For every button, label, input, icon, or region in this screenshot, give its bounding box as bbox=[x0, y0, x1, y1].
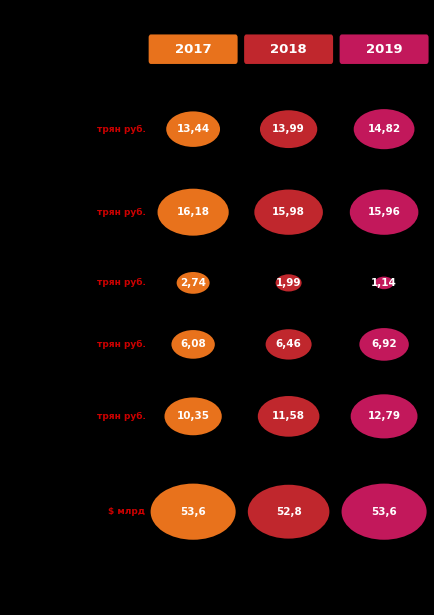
Ellipse shape bbox=[258, 396, 319, 437]
Text: трян руб.: трян руб. bbox=[96, 208, 145, 216]
Ellipse shape bbox=[351, 394, 418, 438]
Ellipse shape bbox=[248, 485, 329, 539]
Text: 12,79: 12,79 bbox=[368, 411, 401, 421]
Ellipse shape bbox=[354, 109, 414, 149]
Text: 14,82: 14,82 bbox=[368, 124, 401, 134]
FancyBboxPatch shape bbox=[148, 34, 238, 64]
Text: трян руб.: трян руб. bbox=[96, 340, 145, 349]
Ellipse shape bbox=[260, 110, 317, 148]
Text: $ млрд: $ млрд bbox=[108, 507, 145, 516]
Text: 2017: 2017 bbox=[175, 42, 211, 56]
Text: 2,74: 2,74 bbox=[180, 278, 206, 288]
Ellipse shape bbox=[171, 330, 215, 359]
Text: 15,98: 15,98 bbox=[272, 207, 305, 217]
Text: 1,99: 1,99 bbox=[276, 278, 301, 288]
Ellipse shape bbox=[158, 189, 229, 236]
Ellipse shape bbox=[359, 328, 409, 361]
Ellipse shape bbox=[342, 483, 427, 540]
Text: 15,96: 15,96 bbox=[368, 207, 401, 217]
Text: 6,92: 6,92 bbox=[371, 339, 397, 349]
Text: трян руб.: трян руб. bbox=[96, 125, 145, 133]
Ellipse shape bbox=[276, 274, 302, 292]
Text: 16,18: 16,18 bbox=[177, 207, 210, 217]
Ellipse shape bbox=[177, 272, 210, 294]
Text: 13,44: 13,44 bbox=[177, 124, 210, 134]
Ellipse shape bbox=[266, 329, 312, 360]
FancyBboxPatch shape bbox=[339, 34, 429, 64]
FancyBboxPatch shape bbox=[244, 34, 333, 64]
Ellipse shape bbox=[254, 189, 323, 235]
Text: 53,6: 53,6 bbox=[180, 507, 206, 517]
Ellipse shape bbox=[151, 483, 236, 540]
Ellipse shape bbox=[164, 397, 222, 435]
Text: 2019: 2019 bbox=[366, 42, 402, 56]
Text: 53,6: 53,6 bbox=[371, 507, 397, 517]
Text: трян руб.: трян руб. bbox=[96, 412, 145, 421]
Text: 2018: 2018 bbox=[270, 42, 307, 56]
Text: 13,99: 13,99 bbox=[272, 124, 305, 134]
Text: 6,46: 6,46 bbox=[276, 339, 302, 349]
Text: 10,35: 10,35 bbox=[177, 411, 210, 421]
Text: 11,58: 11,58 bbox=[272, 411, 305, 421]
Text: 6,08: 6,08 bbox=[180, 339, 206, 349]
Text: 52,8: 52,8 bbox=[276, 507, 302, 517]
Ellipse shape bbox=[166, 111, 220, 147]
Ellipse shape bbox=[350, 189, 418, 235]
Text: трян руб.: трян руб. bbox=[96, 279, 145, 287]
Ellipse shape bbox=[375, 277, 394, 289]
Text: 1,14: 1,14 bbox=[371, 278, 397, 288]
